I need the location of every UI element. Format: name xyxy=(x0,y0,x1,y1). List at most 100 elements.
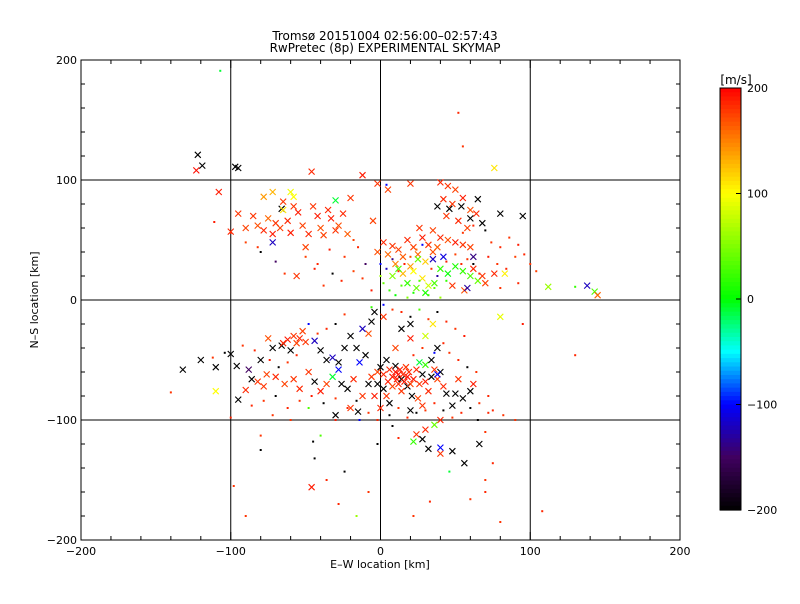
data-point-x xyxy=(404,373,411,381)
data-point-dot xyxy=(439,296,442,299)
data-point-x xyxy=(466,272,474,280)
data-point-dot xyxy=(312,440,315,443)
data-point-dot xyxy=(229,416,232,419)
colorbar-tick-label: 200 xyxy=(747,82,768,95)
colorbar-swatch xyxy=(720,147,741,152)
colorbar-swatch xyxy=(720,239,741,245)
data-point-dot xyxy=(388,289,391,292)
data-point-dot xyxy=(334,323,337,325)
data-point-dot xyxy=(490,241,493,244)
chart-subtitle: RwPretec (8p) EXPERIMENTAL SKYMAP xyxy=(270,41,501,55)
data-point-x xyxy=(431,421,438,429)
colorbar-swatch xyxy=(720,438,741,444)
colorbar-swatch xyxy=(720,210,741,216)
data-point-x xyxy=(350,375,357,383)
colorbar-ticks: 200 100 0 −100 −200 xyxy=(736,82,777,517)
data-point-x xyxy=(425,387,432,395)
data-point-x xyxy=(234,164,242,172)
data-point-dot xyxy=(211,356,214,359)
colorbar-swatch xyxy=(720,294,741,300)
data-point-dot xyxy=(521,323,524,325)
data-point-x xyxy=(437,444,444,451)
data-point-x xyxy=(287,347,295,354)
data-point-x xyxy=(481,279,489,287)
colorbar-swatch xyxy=(720,412,741,418)
data-point-dot xyxy=(259,434,262,437)
data-point-x xyxy=(444,270,452,277)
data-point-dot xyxy=(229,231,232,234)
data-point-x xyxy=(179,366,187,373)
colorbar-swatch xyxy=(720,125,741,131)
data-point-x xyxy=(264,215,272,222)
data-point-x xyxy=(437,179,444,186)
data-point-x xyxy=(466,215,474,222)
colorbar-swatch xyxy=(720,206,741,211)
colorbar-swatch xyxy=(720,442,741,448)
colorbar-swatch xyxy=(720,121,741,127)
colorbar-swatch xyxy=(720,425,741,431)
data-point-dot xyxy=(454,327,457,330)
data-point-dot xyxy=(364,263,367,265)
colorbar-swatch xyxy=(720,235,741,241)
data-point-dot xyxy=(461,231,464,234)
data-point-x xyxy=(448,282,456,289)
data-point-dot xyxy=(343,470,346,473)
colorbar-swatch xyxy=(720,307,741,313)
data-point-x xyxy=(437,450,444,457)
data-point-x xyxy=(215,188,223,196)
data-point-x xyxy=(296,335,304,342)
colorbar-swatch xyxy=(720,155,741,161)
colorbar-swatch xyxy=(720,142,741,148)
data-point-x xyxy=(386,366,393,373)
data-point-dot xyxy=(499,287,502,289)
data-point-x xyxy=(212,387,220,395)
colorbar-swatch xyxy=(720,117,741,123)
data-point-x xyxy=(368,373,375,381)
data-point-x xyxy=(395,265,402,273)
data-point-x xyxy=(254,222,262,229)
colorbar-swatch xyxy=(720,248,741,254)
data-point-x xyxy=(410,438,417,445)
data-point-x xyxy=(472,210,480,217)
data-point-dot xyxy=(460,263,463,265)
data-point-x xyxy=(305,230,313,238)
colorbar-swatch xyxy=(720,488,741,494)
data-point-dot xyxy=(367,411,370,414)
data-point-x xyxy=(451,239,459,246)
data-point-x xyxy=(227,228,235,235)
data-point-dot xyxy=(367,491,370,493)
data-point-x xyxy=(332,197,339,204)
data-point-x xyxy=(362,351,369,359)
data-point-x xyxy=(294,209,302,216)
data-point-x xyxy=(399,371,407,378)
data-point-dot xyxy=(427,318,430,321)
data-point-x xyxy=(293,272,301,280)
data-point-dot xyxy=(491,409,494,412)
data-points xyxy=(169,69,602,523)
data-point-x xyxy=(583,282,591,289)
colorbar-swatch xyxy=(720,256,741,262)
data-point-x xyxy=(414,251,422,258)
data-point-dot xyxy=(496,263,499,265)
data-point-x xyxy=(245,366,253,373)
data-point-x xyxy=(344,230,351,238)
data-point-dot xyxy=(277,366,280,369)
data-point-x xyxy=(365,380,372,388)
data-point-x xyxy=(197,356,205,364)
data-point-dot xyxy=(352,270,355,273)
data-point-dot xyxy=(484,491,487,493)
data-point-dot xyxy=(400,311,403,313)
data-point-x xyxy=(414,395,422,402)
data-point-x xyxy=(380,371,387,378)
data-point-dot xyxy=(256,246,259,249)
data-point-x xyxy=(448,447,456,455)
colorbar-swatch xyxy=(720,505,741,511)
data-point-x xyxy=(451,186,459,193)
data-point-x xyxy=(419,435,426,443)
data-point-x xyxy=(290,375,298,383)
data-point-x xyxy=(371,308,378,316)
colorbar-swatch xyxy=(720,180,741,186)
colorbar-swatch xyxy=(720,370,741,376)
colorbar-swatch xyxy=(720,227,741,233)
